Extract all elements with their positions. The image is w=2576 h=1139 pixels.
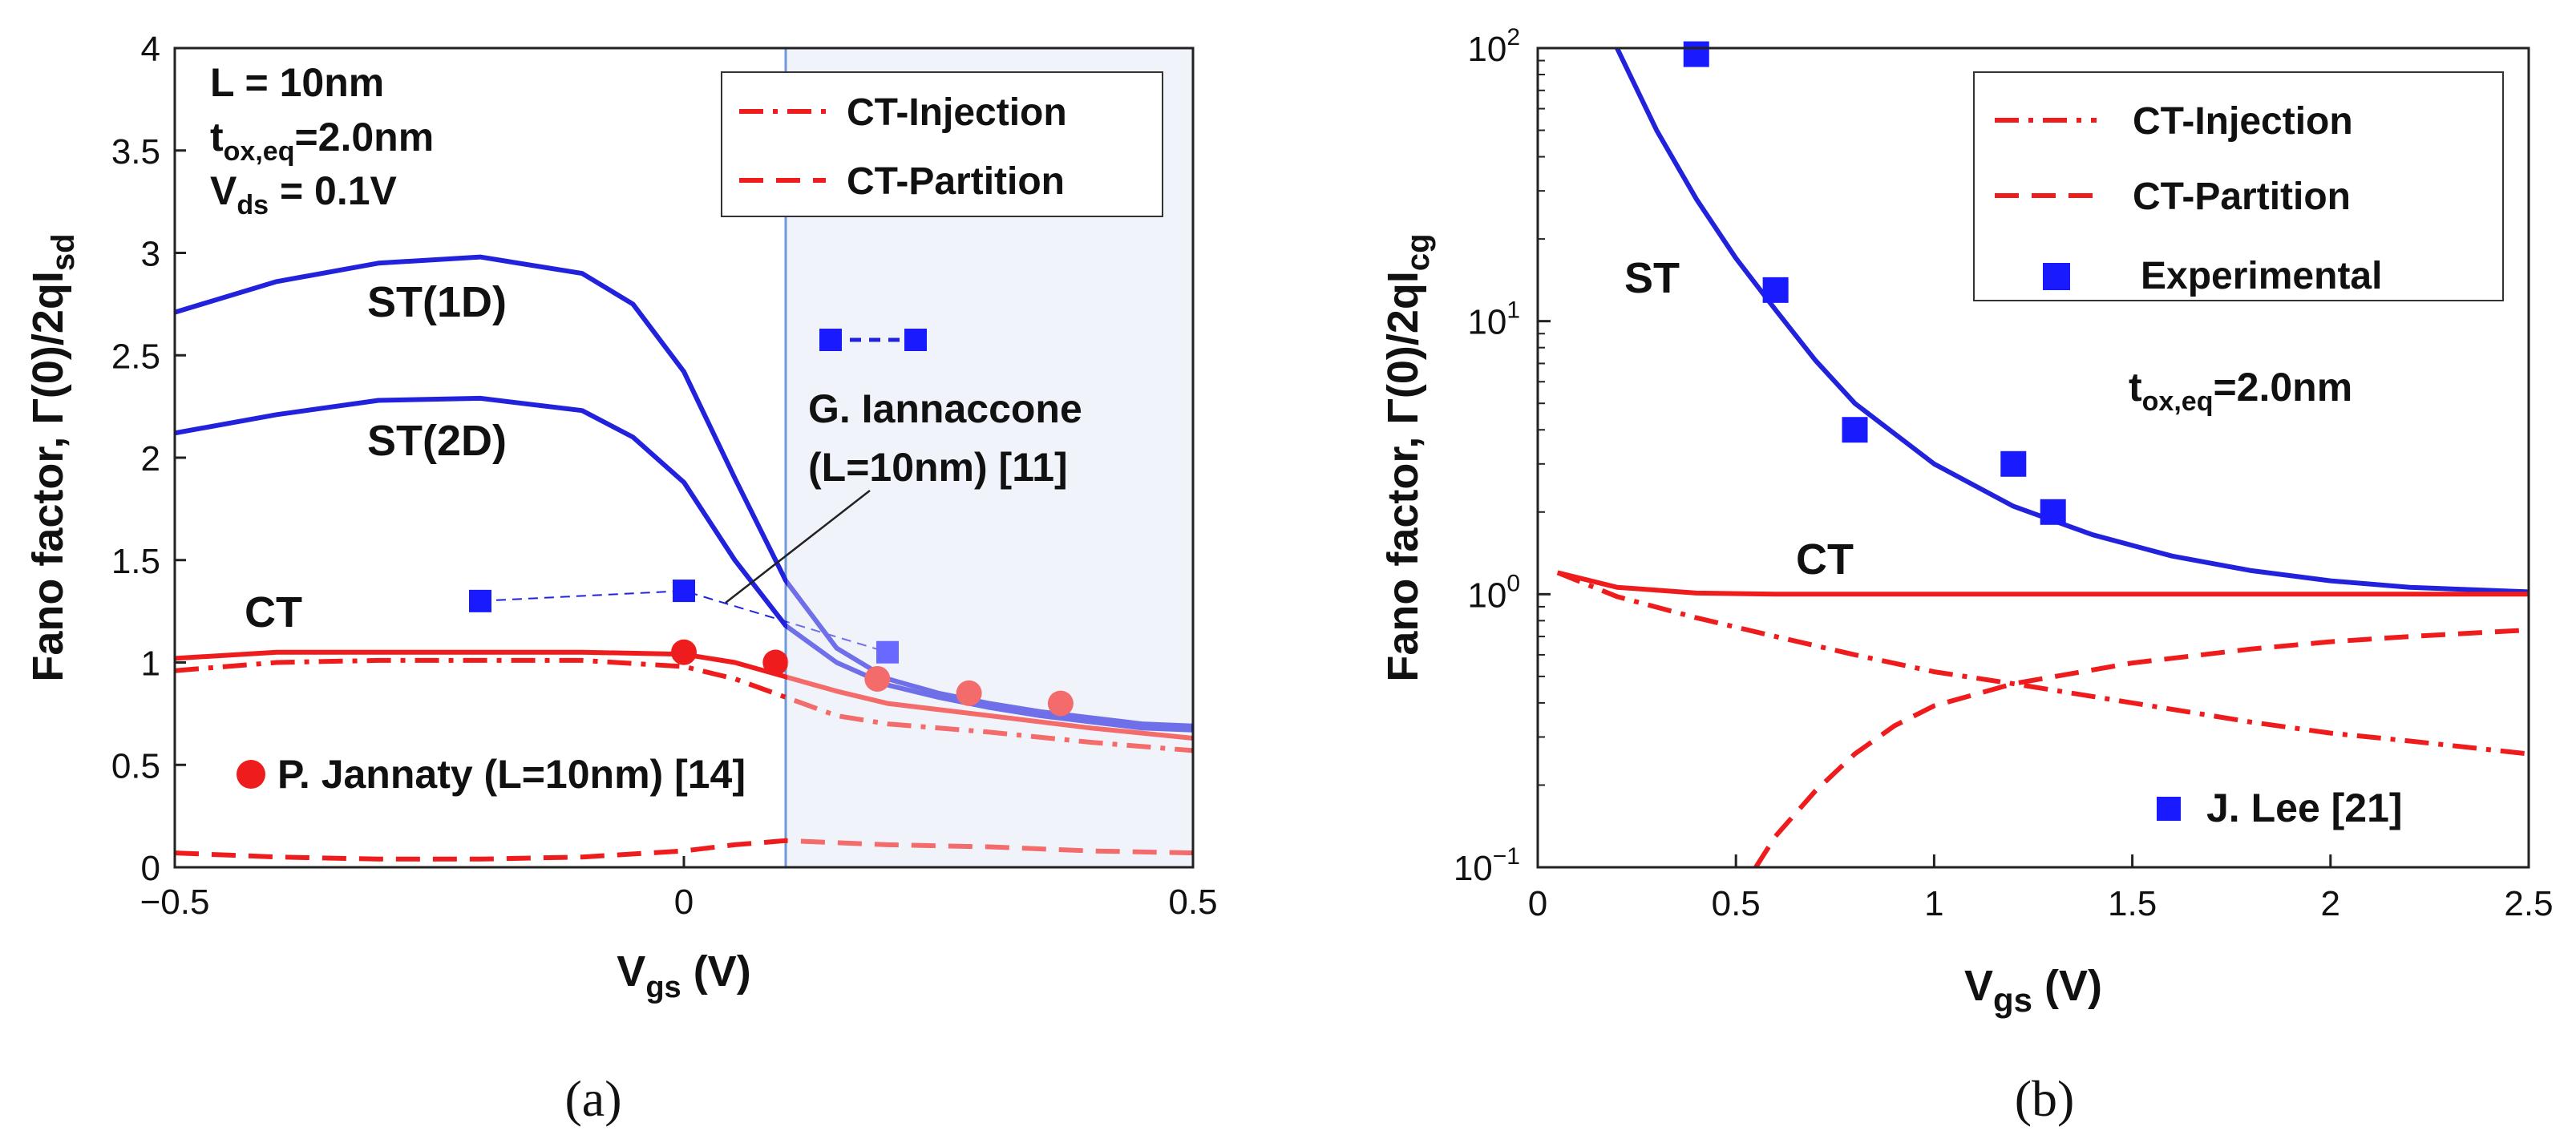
series-st: [1615, 48, 2529, 595]
label-st-1d: ST(1D): [367, 278, 507, 326]
x-tick-label: 0.5: [1712, 884, 1761, 923]
y-tick-label: 102: [1467, 24, 1520, 69]
legend-box: [721, 71, 1163, 217]
iannaccone-legend-marker: [819, 329, 842, 351]
panel-a: 00.511.522.533.54−0.5 0 0.5 Vgs (V) Fano f…: [24, 30, 1218, 1127]
y-tick-label: 1: [141, 644, 160, 684]
data-point-p-jannaty: [864, 665, 891, 692]
iannaccone-label-line2: (L=10nm) [11]: [808, 445, 1068, 490]
scatter-group: [1683, 41, 2066, 525]
iannaccone-label-line1: G. Iannaccone: [808, 386, 1082, 431]
x-axis-label: Vgs (V): [617, 947, 750, 1004]
x-tick-label: 0.5: [1168, 883, 1217, 922]
label-st: ST: [1624, 254, 1680, 302]
legend: CT-Injection CT-Partition Experimental: [1973, 71, 2504, 301]
legend: CT-Injection CT-Partition: [721, 71, 1163, 217]
legend-label-ct-injection: CT-Injection: [2133, 100, 2353, 143]
series-ct: [1556, 570, 2529, 597]
data-point-experimental: [2040, 499, 2066, 525]
caption-b: (b): [2015, 1070, 2075, 1127]
caption-a: (a): [564, 1070, 621, 1127]
legend-label-ct-partition: CT-Partition: [2133, 176, 2351, 218]
x-tick-label: 1: [1924, 884, 1943, 923]
y-tick-label: 0.5: [111, 746, 160, 786]
data-point-experimental: [1762, 277, 1789, 303]
label-ct: CT: [245, 588, 302, 636]
ticks: 00.511.522.533.54−0.5 0 0.5: [111, 30, 1218, 922]
x-tick-label: −0.5: [140, 883, 210, 922]
iannaccone-legend-marker: [904, 329, 927, 351]
y-tick-label: 10−1: [1454, 843, 1520, 888]
y-tick-label: 3.5: [111, 132, 160, 172]
y-tick-label: 1.5: [111, 542, 160, 581]
x-tick-label: 1.5: [2108, 884, 2157, 923]
scatter-link-g-iannaccone: [479, 590, 888, 653]
source-label: J. Lee [21]: [2206, 786, 2403, 830]
label-st-2d: ST(2D): [367, 417, 507, 465]
data-point-p-jannaty: [671, 639, 697, 665]
y-tick-label: 2.5: [111, 337, 160, 376]
series-group: [1556, 48, 2529, 867]
y-tick-label: 4: [141, 30, 160, 69]
data-point-g-iannaccone: [673, 580, 695, 603]
series-ct: [175, 649, 1193, 741]
iannaccone-pointer: [725, 490, 871, 604]
series-st-2d: [175, 395, 1193, 733]
y-tick-label: 101: [1467, 297, 1520, 342]
series-ct-partition: [1753, 627, 2529, 867]
y-tick-label: 100: [1467, 570, 1520, 615]
y-axis-label: Fano factor, Γ(0)/2qIsd: [24, 233, 81, 681]
y-tick-label: 2: [141, 439, 160, 479]
data-point-experimental: [2000, 450, 2027, 477]
panel-b: 10−1 100 101 102 0 0.5 1 1.5 2 2.5 Vgs (V) Fano f…: [1379, 24, 2554, 1127]
data-point-experimental: [1683, 41, 1709, 67]
x-axis-label: Vgs (V): [1964, 962, 2102, 1019]
param-length: L = 10nm: [210, 60, 384, 105]
data-point-p-jannaty: [762, 649, 789, 676]
source-marker: [2157, 797, 2181, 821]
x-tick-label: 2.5: [2504, 884, 2553, 923]
legend-label-experimental: Experimental: [2141, 255, 2382, 297]
legend-marker-experimental: [2043, 263, 2070, 290]
param-tox: tox,eq=2.0nm: [210, 115, 434, 167]
series-ct-injection: [1556, 570, 2529, 757]
x-tick-label: 2: [2321, 884, 2340, 923]
param-vds: Vds = 0.1V: [210, 168, 398, 220]
y-tick-label: 0: [141, 849, 160, 888]
data-point-g-iannaccone: [469, 589, 491, 612]
data-point-p-jannaty: [1047, 690, 1074, 717]
x-tick-label: 0: [674, 883, 694, 922]
jannaty-legend-marker: [237, 760, 265, 789]
data-point-p-jannaty: [956, 680, 982, 706]
series-ct-injection: [175, 657, 1193, 753]
data-point-experimental: [1842, 417, 1868, 443]
x-tick-label: 0: [1528, 884, 1547, 923]
legend-box: [1973, 71, 2504, 301]
plot-frame: [1536, 46, 2530, 869]
param-tox: tox,eq=2.0nm: [2129, 365, 2352, 417]
legend-label-ct-injection: CT-Injection: [847, 91, 1067, 134]
label-ct: CT: [1796, 535, 1854, 584]
data-point-g-iannaccone: [876, 640, 899, 664]
y-axis-label: Fano factor, Γ(0)/2qIcg: [1379, 233, 1436, 681]
series-ct-partition: [175, 838, 1193, 862]
jannaty-label: P. Jannaty (L=10nm) [14]: [277, 752, 746, 797]
y-tick-label: 3: [141, 235, 160, 274]
ticks: 10−1 100 101 102 0 0.5 1 1.5 2 2.5: [1454, 24, 2554, 923]
legend-label-ct-partition: CT-Partition: [847, 160, 1065, 203]
